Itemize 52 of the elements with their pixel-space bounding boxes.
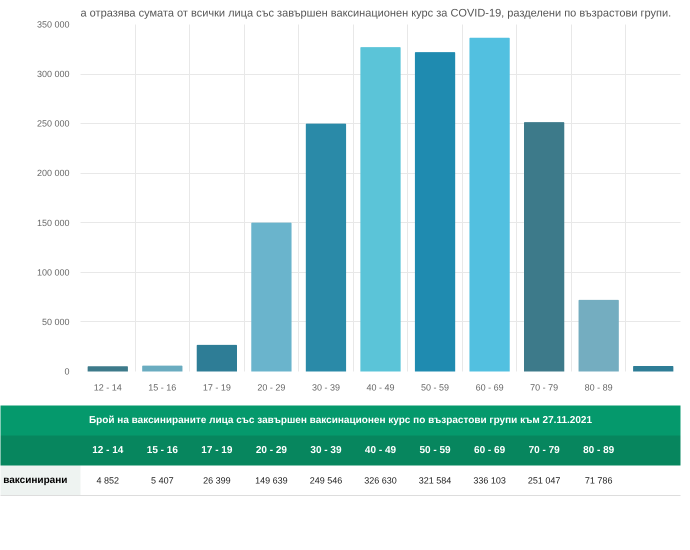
x-tick-label: 12 - 14 xyxy=(94,382,122,392)
data-label: 326 630 xyxy=(364,476,397,486)
text: Брой на ваксинираните лица със завършен ваксинационен курс по възрастови групи към 27.11.2021 xyxy=(88,415,592,426)
chart-subtitle: а отразява сумата от всички лица със завършен ваксинационен курс за COVID-19, разделени по възрастови групи. xyxy=(80,8,672,20)
data-label: 5 407 xyxy=(151,476,174,486)
x-tick-label: 15 - 16 xyxy=(148,382,176,392)
y-tick-label: 150 000 xyxy=(36,218,70,228)
bar xyxy=(633,366,674,372)
category-label: 60 - 69 xyxy=(474,445,506,456)
category-label: 50 - 59 xyxy=(419,445,451,456)
category-label: 12 - 14 xyxy=(92,445,124,456)
bar xyxy=(360,47,401,372)
data-label: 149 639 xyxy=(255,476,288,486)
bar xyxy=(578,300,619,372)
bar xyxy=(469,38,510,372)
category-label: 80 - 89 xyxy=(583,445,614,456)
x-tick-label: 70 - 79 xyxy=(530,382,558,392)
data-label: 4 852 xyxy=(96,476,120,486)
category-label: 40 - 49 xyxy=(364,445,396,456)
data-label: 249 546 xyxy=(310,476,342,486)
data-label: 321 584 xyxy=(418,476,452,486)
y-tick-label: 50 000 xyxy=(42,316,70,327)
text: ваксинирани xyxy=(3,475,68,486)
y-tick-label: 300 000 xyxy=(36,69,70,80)
bar xyxy=(251,222,292,372)
x-tick-label: 30 - 39 xyxy=(312,382,340,392)
data-label: 336 103 xyxy=(473,476,506,486)
y-tick-label: 350 000 xyxy=(36,20,70,30)
data-label: 251 047 xyxy=(528,476,560,486)
y-tick-label: 0 xyxy=(64,366,70,376)
category-label: 20 - 29 xyxy=(256,445,287,456)
category-label: 17 - 19 xyxy=(201,445,232,456)
y-tick-label: 250 000 xyxy=(36,118,70,129)
y-tick-label: 100 000 xyxy=(36,267,70,278)
data-label: 71 786 xyxy=(584,476,612,486)
bar xyxy=(524,122,564,372)
x-tick-label: 17 - 19 xyxy=(202,382,231,392)
data-label: 26 399 xyxy=(203,476,231,486)
x-tick-label: 60 - 69 xyxy=(476,382,504,392)
bar xyxy=(142,366,182,372)
bar xyxy=(306,124,346,372)
category-label: 15 - 16 xyxy=(146,445,178,456)
bar xyxy=(88,366,128,372)
x-tick-label: 40 - 49 xyxy=(366,382,395,392)
x-tick-label: 80 - 89 xyxy=(584,382,613,392)
x-tick-label: 50 - 59 xyxy=(421,382,450,392)
bar xyxy=(196,344,237,372)
x-tick-label: 20 - 29 xyxy=(257,382,286,392)
category-label: 30 - 39 xyxy=(310,445,342,456)
bar xyxy=(414,52,456,372)
y-tick-label: 200 000 xyxy=(36,168,70,178)
category-label: 70 - 79 xyxy=(528,445,560,456)
